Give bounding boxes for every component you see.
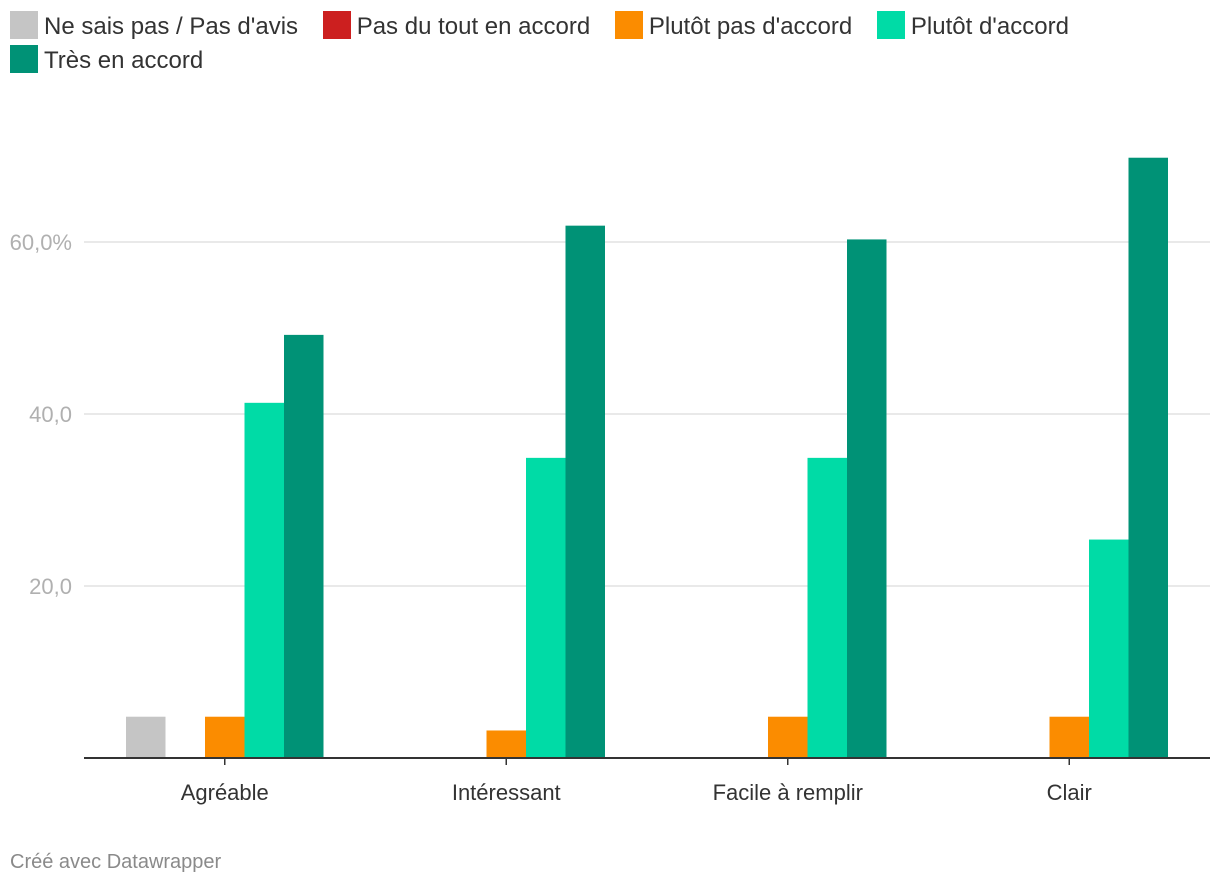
x-tick-label: Agréable: [181, 780, 269, 805]
bar: [807, 457, 847, 758]
bar: [1128, 157, 1168, 759]
bar: [244, 402, 284, 758]
bar: [486, 730, 526, 758]
legend-swatch: [10, 11, 38, 39]
legend-item-pas-du-tout: Pas du tout en accord: [322, 10, 591, 44]
x-tick-label: Facile à remplir: [713, 780, 863, 805]
legend-label: Ne sais pas / Pas d'avis: [44, 13, 299, 40]
y-tick-label: 20,0: [29, 574, 72, 599]
bar: [126, 716, 166, 758]
legend-swatch: [322, 11, 351, 39]
bar: [1049, 716, 1089, 758]
legend-label: Plutôt pas d'accord: [648, 13, 853, 40]
y-tick-label: 40,0: [29, 402, 72, 427]
legend-label: Pas du tout en accord: [356, 13, 591, 40]
legend-item-plutot-accord: Plutôt d'accord: [876, 10, 1069, 44]
legend-item-plutot-pas: Plutôt pas d'accord: [614, 10, 853, 44]
bar: [847, 239, 887, 759]
bar: [768, 716, 808, 758]
bar: [1089, 539, 1129, 758]
legend-label: Très en accord: [44, 47, 204, 74]
x-tick-label: Clair: [1047, 780, 1092, 805]
y-tick-label: 60,0%: [10, 230, 72, 255]
chart-legend: Ne sais pas / Pas d'avis Pas du tout en …: [10, 10, 1210, 78]
legend-item-ne-sais-pas: Ne sais pas / Pas d'avis: [10, 10, 298, 44]
bar: [205, 716, 245, 758]
x-tick-label: Intéressant: [452, 780, 561, 805]
bar: [284, 334, 324, 758]
legend-label: Plutôt d'accord: [910, 13, 1069, 40]
bar: [565, 225, 605, 758]
legend-swatch: [876, 11, 905, 39]
legend-swatch: [10, 45, 38, 73]
credit-text: Créé avec Datawrapper: [10, 851, 222, 873]
bar: [526, 457, 566, 758]
legend-item-tres-accord: Très en accord: [10, 44, 203, 78]
legend-swatch: [614, 11, 643, 39]
